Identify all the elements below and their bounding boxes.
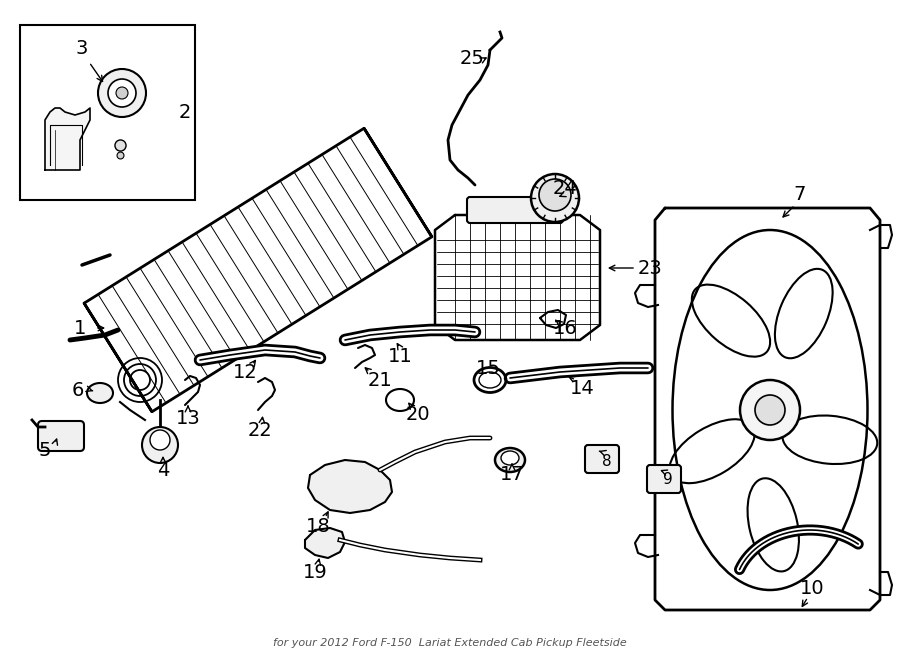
Text: 9: 9 (663, 473, 673, 488)
Text: 3: 3 (76, 38, 88, 58)
Text: 22: 22 (248, 420, 273, 440)
Polygon shape (85, 128, 432, 412)
Polygon shape (364, 128, 432, 237)
Circle shape (539, 179, 571, 211)
Text: 25: 25 (460, 48, 484, 67)
Circle shape (150, 430, 170, 450)
Polygon shape (84, 303, 152, 412)
Ellipse shape (495, 448, 525, 472)
Text: 5: 5 (39, 440, 51, 459)
FancyBboxPatch shape (38, 421, 84, 451)
Polygon shape (435, 215, 600, 340)
Text: 23: 23 (637, 258, 662, 278)
Circle shape (116, 87, 128, 99)
Text: 16: 16 (553, 319, 578, 338)
Text: 21: 21 (367, 371, 392, 389)
Polygon shape (308, 460, 392, 513)
Text: 17: 17 (500, 465, 525, 485)
Ellipse shape (501, 451, 519, 465)
Text: 15: 15 (475, 358, 500, 377)
Polygon shape (655, 208, 880, 610)
Text: 7: 7 (794, 186, 806, 204)
Bar (20, 25, 195, 200)
Text: 13: 13 (176, 408, 201, 428)
Text: 20: 20 (406, 405, 430, 424)
FancyBboxPatch shape (647, 465, 681, 493)
Text: 19: 19 (302, 563, 328, 582)
Text: 10: 10 (800, 578, 824, 598)
Text: 18: 18 (306, 516, 330, 535)
Text: 12: 12 (232, 362, 257, 381)
Text: 14: 14 (570, 379, 594, 397)
Circle shape (740, 380, 800, 440)
Circle shape (142, 427, 178, 463)
Text: 24: 24 (553, 178, 578, 198)
Ellipse shape (87, 383, 113, 403)
Text: 8: 8 (602, 455, 612, 469)
FancyBboxPatch shape (585, 445, 619, 473)
Text: 4: 4 (157, 461, 169, 479)
Circle shape (98, 69, 146, 117)
Circle shape (755, 395, 785, 425)
Text: 2: 2 (179, 104, 191, 122)
Circle shape (531, 174, 579, 222)
Polygon shape (45, 108, 90, 170)
FancyBboxPatch shape (467, 197, 563, 223)
Text: 11: 11 (388, 346, 412, 366)
Text: 6: 6 (72, 381, 85, 399)
Text: for your 2012 Ford F-150  Lariat Extended Cab Pickup Fleetside: for your 2012 Ford F-150 Lariat Extended… (273, 638, 627, 648)
Polygon shape (305, 528, 345, 558)
Text: 1: 1 (74, 319, 86, 338)
Circle shape (108, 79, 136, 107)
